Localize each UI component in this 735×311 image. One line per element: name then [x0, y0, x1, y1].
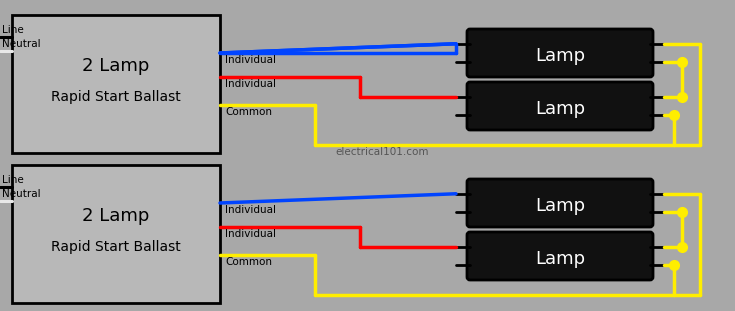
FancyBboxPatch shape [467, 82, 653, 130]
Text: Line: Line [2, 175, 24, 185]
Text: Common: Common [225, 257, 272, 267]
Text: 2 Lamp: 2 Lamp [82, 207, 150, 225]
Text: Individual: Individual [225, 79, 276, 89]
Text: Individual: Individual [225, 55, 276, 65]
FancyBboxPatch shape [467, 29, 653, 77]
Text: Common: Common [225, 107, 272, 117]
Text: Line: Line [2, 25, 24, 35]
FancyBboxPatch shape [467, 232, 653, 280]
Text: electrical101.com: electrical101.com [335, 147, 429, 157]
Text: Individual: Individual [225, 229, 276, 239]
Bar [12, 165, 220, 303]
Text: Lamp: Lamp [535, 100, 585, 118]
FancyBboxPatch shape [467, 179, 653, 227]
Bar [12, 15, 220, 153]
Text: 2 Lamp: 2 Lamp [82, 57, 150, 75]
Text: Rapid Start Ballast: Rapid Start Ballast [51, 90, 181, 104]
Text: Lamp: Lamp [535, 197, 585, 215]
Text: Lamp: Lamp [535, 47, 585, 65]
Text: Rapid Start Ballast: Rapid Start Ballast [51, 240, 181, 254]
Text: Neutral: Neutral [2, 189, 40, 199]
Text: Individual: Individual [225, 205, 276, 215]
Text: Neutral: Neutral [2, 39, 40, 49]
Text: Lamp: Lamp [535, 250, 585, 268]
